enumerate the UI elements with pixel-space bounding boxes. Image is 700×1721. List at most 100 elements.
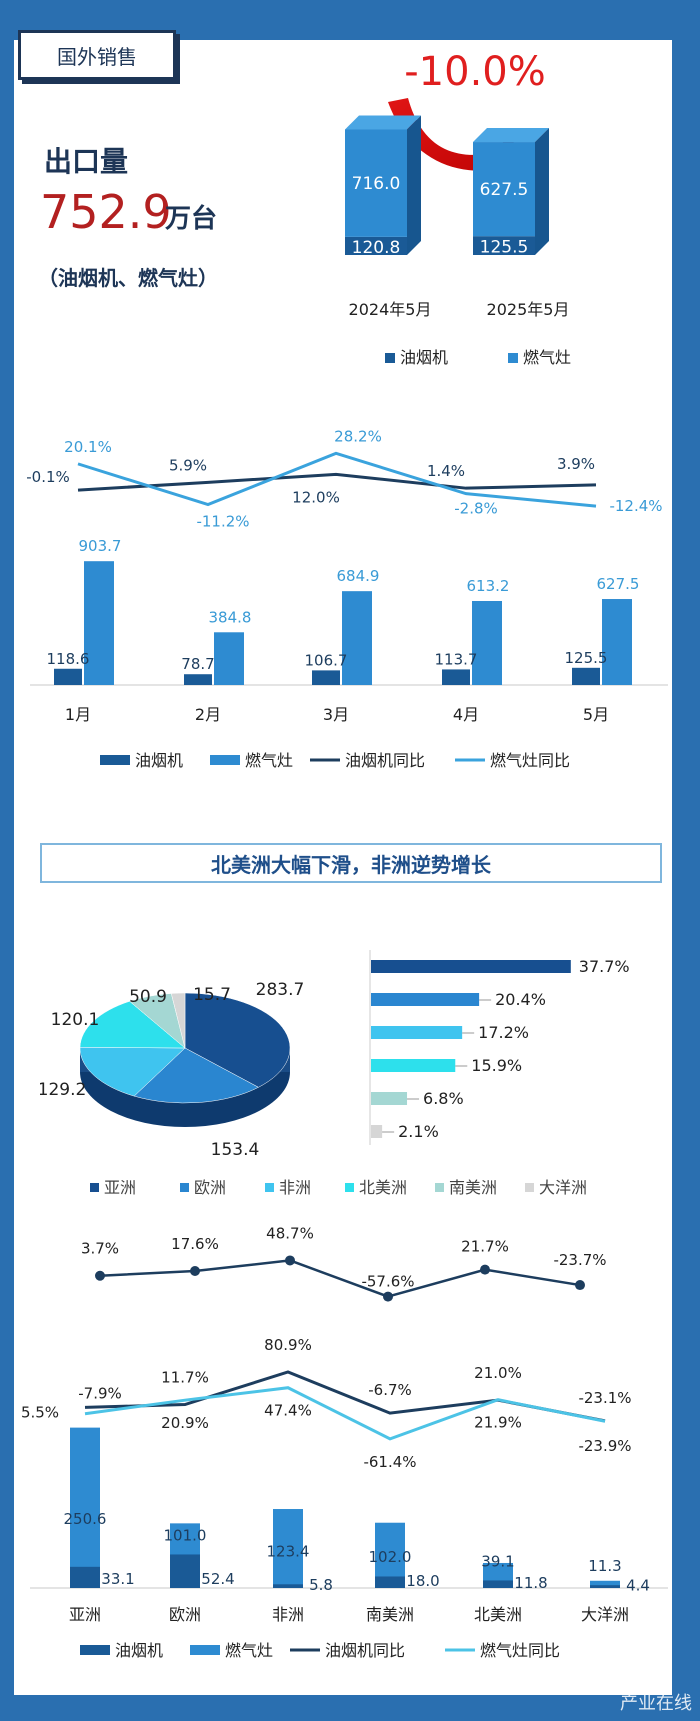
label-range-hood-yoy-1: 5.9%	[169, 456, 207, 474]
share-bar-1	[371, 993, 480, 1006]
value-range-hood-大洋洲: 4.4	[626, 1577, 650, 1595]
pie-slice-大洋洲	[170, 992, 186, 1049]
tick-北美洲: 北美洲	[474, 1605, 522, 1624]
legend-swatch-欧洲	[180, 1183, 189, 1192]
region-share-chart: 37.7% 20.4% 17.2% 15.9% 6.8% 2.1%	[369, 950, 630, 1145]
pie-slice-亚洲	[184, 992, 291, 1088]
legend-label-南美洲: 南美洲	[449, 1178, 497, 1197]
bar-range-hood-北美洲	[483, 1580, 513, 1588]
bar-range-hood-5月	[572, 667, 600, 685]
summary-note: （油烟机、燃气灶）	[38, 266, 218, 290]
value-range-hood-1: 125.5	[480, 238, 529, 258]
value-range-hood-1月: 118.6	[47, 650, 90, 668]
value-range-hood-4月: 113.7	[435, 650, 478, 668]
label-total-yoy-0: 3.7%	[81, 1240, 119, 1258]
pie-value-4: 50.9	[129, 987, 167, 1007]
bar-range-hood-4月	[442, 669, 470, 685]
share-bar-5	[371, 1125, 383, 1138]
bar-gas-stove-0	[345, 129, 407, 237]
label-gas-stove-yoy-3: -2.8%	[454, 500, 498, 518]
bar-gas-stove-2月	[214, 632, 244, 685]
value-range-hood-5月: 125.5	[565, 649, 608, 667]
value-range-hood-非洲: 5.8	[309, 1576, 333, 1594]
label-gas-stove-yoy-1: -11.2%	[196, 513, 249, 531]
pie-value-0: 283.7	[256, 980, 305, 1000]
label-range-hood-yoy-2: 12.0%	[292, 488, 340, 506]
label-total-yoy-1: 17.6%	[171, 1235, 219, 1253]
label-gas-stove-yoy-0: -7.9%	[78, 1385, 122, 1403]
tick-南美洲: 南美洲	[366, 1605, 414, 1624]
value-gas-stove-非洲: 123.4	[267, 1542, 310, 1560]
bar-side-1	[535, 128, 549, 255]
label-range-hood-yoy-3: -6.7%	[368, 1381, 412, 1399]
point-total-yoy-大洋洲	[575, 1280, 585, 1291]
value-gas-stove-2月: 384.8	[209, 608, 252, 626]
line-total-yoy	[99, 1259, 581, 1298]
watermark: 产业在线	[620, 1693, 692, 1714]
legend-swatch-大洋洲	[525, 1183, 534, 1192]
legend-swatch-亚洲	[90, 1183, 99, 1192]
bar-range-hood-2月	[184, 674, 212, 685]
label-gas-stove-yoy-0: 20.1%	[64, 438, 112, 456]
legend-range-hood: 油烟机	[400, 348, 448, 367]
legend-swatch-1	[190, 1645, 220, 1655]
bar-range-hood-南美洲	[375, 1576, 405, 1588]
label-gas-stove-yoy-4: 21.9%	[474, 1414, 522, 1432]
monthly-chart: 118.6 903.7 1月 78.7 384.8 2月 106.7 684.9 3月 113.7…	[26, 427, 668, 770]
point-total-yoy-亚洲	[95, 1270, 105, 1281]
tick-欧洲: 欧洲	[169, 1605, 201, 1624]
legend-swatch-0	[80, 1645, 110, 1655]
value-gas-stove-南美洲: 102.0	[369, 1548, 412, 1566]
tick-1月: 1月	[65, 705, 91, 724]
bar-gas-stove-非洲	[273, 1509, 303, 1588]
bar-range-hood-1	[473, 236, 535, 255]
tick-大洋洲: 大洋洲	[581, 1605, 629, 1624]
legend-swatch-南美洲	[435, 1183, 444, 1192]
tick-亚洲: 亚洲	[69, 1605, 101, 1624]
bar-top-0	[345, 115, 421, 130]
legend-label-0: 油烟机	[115, 1641, 163, 1660]
label-gas-stove-yoy-5: -23.9%	[578, 1437, 631, 1455]
bar-gas-stove-大洋洲	[590, 1580, 620, 1588]
value-gas-stove-5月: 627.5	[597, 575, 640, 593]
label-total-yoy-4: 21.7%	[461, 1238, 509, 1256]
legend-gas-stove: 燃气灶	[523, 348, 571, 367]
label-range-hood-yoy-4: 21.0%	[474, 1364, 522, 1382]
value-range-hood-亚洲: 33.1	[101, 1570, 134, 1588]
pie-value-5: 15.7	[193, 985, 231, 1005]
legend-label-亚洲: 亚洲	[104, 1178, 136, 1197]
value-gas-stove-大洋洲: 11.3	[588, 1557, 621, 1575]
point-total-yoy-北美洲	[480, 1264, 490, 1275]
label-range-hood-yoy-3: 1.4%	[427, 462, 465, 480]
region-pie-chart: 283.7 153.4 129.2 120.1 50.9 15.7	[40, 980, 305, 1160]
tick-2月: 2月	[195, 705, 221, 724]
legend-label-2: 油烟机同比	[325, 1641, 405, 1660]
value-range-hood-0: 120.8	[352, 238, 401, 258]
summary-label: 出口量	[44, 145, 129, 178]
label-range-hood-yoy-0: -0.1%	[26, 468, 70, 486]
legend-swatch-0	[100, 755, 130, 765]
value-gas-stove-北美洲: 39.1	[481, 1552, 514, 1570]
share-bar-0	[371, 960, 571, 973]
category-label-2024: 2024年5月	[349, 300, 432, 319]
label-range-hood-yoy-2: 80.9%	[264, 1336, 312, 1354]
value-gas-stove-3月: 684.9	[337, 567, 380, 585]
label-total-yoy-3: -57.6%	[361, 1273, 414, 1291]
legend-label-北美洲: 北美洲	[359, 1178, 407, 1197]
share-label-2: 17.2%	[478, 1023, 529, 1042]
pie-slice-北美洲	[79, 1000, 186, 1049]
label-gas-stove-yoy-1: 20.9%	[161, 1414, 209, 1432]
legend-label-0: 油烟机	[135, 751, 183, 770]
legend-label-2: 油烟机同比	[345, 751, 425, 770]
label-gas-stove-yoy-3: -61.4%	[363, 1453, 416, 1471]
region-detail-chart: 250.6 33.1亚洲 101.0 52.4欧洲 123.4 5.8 非洲 102.0 18.…	[21, 1336, 668, 1660]
share-bar-2	[371, 1026, 463, 1039]
change-label: -10.0%	[404, 50, 546, 95]
line-gas-stove-yoy	[77, 451, 597, 508]
legend-swatch-range-hood	[385, 353, 395, 363]
value-gas-stove-1: 627.5	[480, 180, 529, 200]
legend-label-3: 燃气灶同比	[490, 751, 570, 770]
bar-range-hood-3月	[312, 670, 340, 685]
label-range-hood-yoy-4: 3.9%	[557, 455, 595, 473]
value-range-hood-欧洲: 52.4	[201, 1570, 234, 1588]
